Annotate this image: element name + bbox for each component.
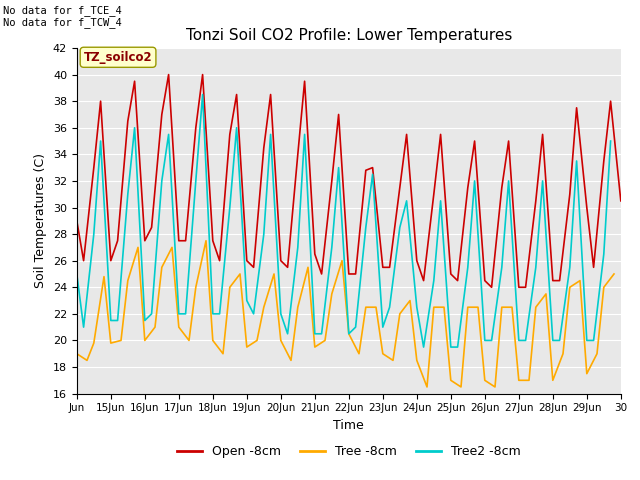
Tree2 -8cm	[73, 271, 81, 277]
Tree2 -8cm	[430, 278, 438, 284]
Tree -8cm	[440, 304, 448, 310]
Open -8cm	[311, 251, 319, 257]
Tree -8cm	[73, 351, 81, 357]
Tree2 -8cm	[141, 318, 148, 324]
Tree2 -8cm	[301, 132, 308, 137]
Open -8cm	[243, 258, 251, 264]
Line: Tree2 -8cm: Tree2 -8cm	[77, 95, 611, 347]
Tree2 -8cm	[607, 138, 614, 144]
Line: Tree -8cm: Tree -8cm	[77, 241, 614, 387]
Tree -8cm	[379, 351, 387, 357]
Tree2 -8cm	[436, 198, 444, 204]
Open -8cm	[556, 278, 563, 284]
Open -8cm	[164, 72, 172, 77]
Line: Open -8cm: Open -8cm	[77, 74, 621, 287]
Open -8cm	[617, 198, 625, 204]
Tree -8cm	[610, 271, 618, 277]
Tree -8cm	[141, 337, 148, 343]
Tree -8cm	[430, 304, 438, 310]
Title: Tonzi Soil CO2 Profile: Lower Temperatures: Tonzi Soil CO2 Profile: Lower Temperatur…	[186, 28, 512, 43]
Open -8cm	[488, 284, 495, 290]
Open -8cm	[362, 168, 370, 173]
Open -8cm	[209, 238, 216, 244]
Open -8cm	[73, 218, 81, 224]
Y-axis label: Soil Temperatures (C): Soil Temperatures (C)	[35, 153, 47, 288]
Tree -8cm	[202, 238, 210, 244]
Legend: Open -8cm, Tree -8cm, Tree2 -8cm: Open -8cm, Tree -8cm, Tree2 -8cm	[172, 440, 525, 463]
Tree2 -8cm	[199, 92, 207, 97]
Tree -8cm	[423, 384, 431, 390]
Text: TZ_soilco2: TZ_soilco2	[84, 51, 152, 64]
Tree2 -8cm	[379, 324, 387, 330]
Tree2 -8cm	[345, 331, 353, 336]
Tree -8cm	[345, 331, 353, 336]
Text: No data for f_TCE_4
No data for f_TCW_4: No data for f_TCE_4 No data for f_TCW_4	[3, 5, 122, 28]
X-axis label: Time: Time	[333, 419, 364, 432]
Open -8cm	[600, 158, 607, 164]
Tree2 -8cm	[420, 344, 428, 350]
Tree -8cm	[304, 264, 312, 270]
